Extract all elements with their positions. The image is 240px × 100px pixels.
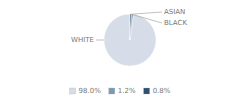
leader-line xyxy=(132,12,162,14)
leader-line xyxy=(96,40,104,41)
slice-label: BLACK xyxy=(164,19,187,27)
chart: WHITE ASIAN BLACK 98.0% 1.2% 0.8% xyxy=(0,0,240,100)
leader-line xyxy=(131,14,162,23)
pie xyxy=(104,14,156,66)
legend-label: 98.0% xyxy=(79,87,102,95)
slice-label: ASIAN xyxy=(164,8,185,16)
legend-swatch xyxy=(109,88,115,94)
legend: 98.0% 1.2% 0.8% xyxy=(70,87,171,95)
legend-label: 0.8% xyxy=(153,87,171,95)
pie-slice xyxy=(130,14,133,40)
pie-slice xyxy=(104,14,156,66)
legend-label: 1.2% xyxy=(118,87,136,95)
slice-label: WHITE xyxy=(71,36,94,44)
pie-slice xyxy=(130,14,131,40)
legend-swatch xyxy=(144,88,150,94)
legend-swatch xyxy=(70,88,76,94)
